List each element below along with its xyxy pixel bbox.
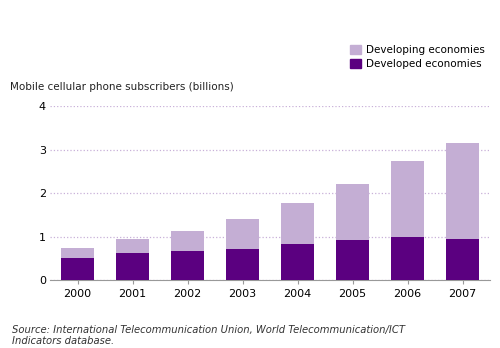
Text: Mobile cellular phone subscribers (billions): Mobile cellular phone subscribers (billi… — [10, 82, 234, 92]
Bar — [226, 219, 259, 249]
Bar — [61, 258, 94, 280]
Bar — [391, 237, 424, 280]
Bar — [116, 239, 149, 253]
Text: Seventy percent of mobile phone subscribers: Seventy percent of mobile phone subscrib… — [12, 19, 340, 32]
Bar — [226, 249, 259, 280]
Bar — [281, 244, 314, 280]
Text: are in developing economies, 2000–07: are in developing economies, 2000–07 — [12, 55, 288, 68]
Bar — [281, 203, 314, 244]
Bar — [336, 184, 369, 240]
Bar — [171, 231, 204, 251]
Bar — [61, 247, 94, 258]
Bar — [336, 240, 369, 280]
Bar — [171, 251, 204, 280]
Bar — [446, 239, 479, 280]
Text: 5b: 5b — [464, 35, 487, 53]
Legend: Developing economies, Developed economies: Developing economies, Developed economie… — [350, 45, 485, 69]
Text: Source: International Telecommunication Union, World Telecommunication/ICT
Indic: Source: International Telecommunication … — [12, 325, 406, 346]
Bar — [116, 253, 149, 280]
Bar — [391, 160, 424, 237]
Bar — [446, 143, 479, 239]
